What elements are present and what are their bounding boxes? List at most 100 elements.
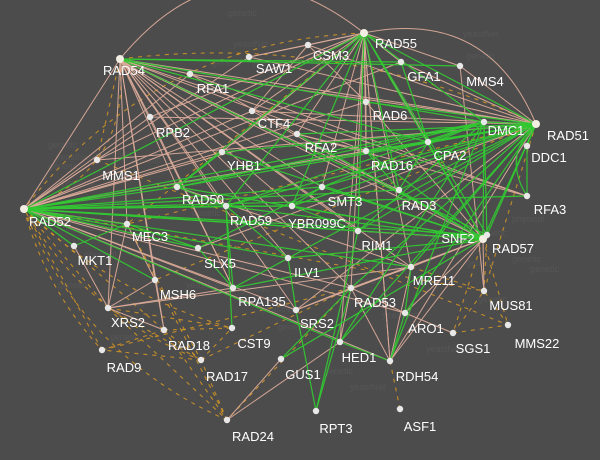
edge-physical bbox=[119, 58, 165, 331]
graph-node-rpb2[interactable] bbox=[146, 113, 154, 121]
graph-node-srs2[interactable] bbox=[292, 306, 300, 314]
edge-genetic bbox=[221, 151, 484, 240]
graph-node-yhb1[interactable] bbox=[218, 148, 226, 156]
edge-yeastnet bbox=[126, 123, 537, 225]
graph-node-smt3[interactable] bbox=[318, 183, 326, 191]
edge-genetic bbox=[280, 238, 484, 360]
edge-physical bbox=[149, 116, 234, 289]
graph-node-xrs2[interactable] bbox=[104, 304, 112, 312]
edge-physical bbox=[365, 101, 484, 240]
edge-physical bbox=[107, 223, 128, 309]
graph-node-mkt1[interactable] bbox=[70, 242, 78, 250]
graph-node-rad50[interactable] bbox=[173, 183, 181, 191]
edge-yeastnet bbox=[483, 234, 488, 292]
graph-node-rad51[interactable] bbox=[532, 120, 540, 128]
node-layer[interactable] bbox=[20, 29, 540, 424]
edge-physical bbox=[149, 32, 365, 118]
graph-node-msh6[interactable] bbox=[151, 276, 159, 284]
graph-node-cst9[interactable] bbox=[228, 324, 236, 332]
edge-yeastnet bbox=[96, 159, 509, 326]
graph-node-aro1[interactable] bbox=[401, 309, 409, 317]
edge-physical bbox=[23, 208, 352, 289]
edge-genetic bbox=[363, 32, 537, 125]
graph-node-mec3[interactable] bbox=[123, 220, 131, 228]
edge-physical bbox=[107, 287, 234, 309]
edge-physical bbox=[226, 358, 282, 421]
edge-genetic bbox=[404, 266, 412, 314]
graph-node-mms1[interactable] bbox=[93, 156, 101, 164]
edge-yeastnet bbox=[23, 208, 165, 331]
edge-physical bbox=[119, 58, 367, 152]
edge-genetic bbox=[315, 230, 359, 412]
graph-node-rad53[interactable] bbox=[347, 284, 355, 292]
edge-genetic bbox=[400, 61, 429, 143]
edge-physical bbox=[482, 238, 485, 292]
edge-genetic bbox=[291, 32, 365, 207]
graph-node-rad18[interactable] bbox=[160, 326, 168, 334]
graph-node-rad57[interactable] bbox=[483, 231, 491, 239]
graph-node-rad54[interactable] bbox=[116, 55, 124, 63]
graph-node-rad55[interactable] bbox=[360, 29, 368, 37]
edge-yeastnet bbox=[126, 32, 365, 225]
graph-node-rad24[interactable] bbox=[223, 416, 231, 424]
graph-node-ctf4[interactable] bbox=[248, 107, 256, 115]
edge-genetic bbox=[119, 58, 402, 63]
graph-node-cpa2[interactable] bbox=[424, 138, 432, 146]
graph-node-sgs1[interactable] bbox=[449, 329, 457, 337]
graph-node-ilv1[interactable] bbox=[284, 254, 292, 262]
edge-genetic bbox=[225, 32, 365, 207]
graph-node-rad17[interactable] bbox=[197, 356, 205, 364]
graph-node-saw1[interactable] bbox=[245, 53, 253, 61]
graph-node-hed1[interactable] bbox=[336, 338, 344, 346]
edge-physical bbox=[307, 44, 537, 125]
graph-node-rad52[interactable] bbox=[20, 205, 28, 213]
graph-node-rfa2[interactable] bbox=[293, 130, 301, 138]
edge-physical bbox=[321, 32, 365, 188]
graph-node-rfa1[interactable] bbox=[186, 70, 194, 78]
edge-genetic bbox=[232, 238, 484, 289]
graph-node-rad3[interactable] bbox=[395, 186, 403, 194]
graph-node-ybr099c[interactable] bbox=[288, 202, 296, 210]
edge-physical bbox=[119, 58, 528, 197]
graph-node-ddc1[interactable] bbox=[523, 142, 531, 150]
graph-node-rpt3[interactable] bbox=[312, 407, 320, 415]
edge-genetic bbox=[73, 223, 128, 247]
graph-node-rad59[interactable] bbox=[222, 202, 230, 210]
graph-node-mre11[interactable] bbox=[407, 263, 415, 271]
edge-physical bbox=[23, 110, 253, 210]
edge-yeastnet bbox=[23, 208, 109, 309]
edge-physical bbox=[459, 65, 537, 125]
graph-node-asf1[interactable] bbox=[396, 405, 404, 413]
graph-node-mms22[interactable] bbox=[504, 321, 512, 329]
edge-physical bbox=[363, 28, 537, 125]
edge-physical bbox=[404, 312, 454, 334]
graph-node-rim1[interactable] bbox=[354, 227, 362, 235]
graph-node-mms4[interactable] bbox=[456, 62, 464, 70]
edge-yeastnet bbox=[200, 327, 233, 361]
edge-genetic bbox=[23, 195, 528, 210]
edge-genetic bbox=[389, 312, 406, 362]
edge-yeastnet bbox=[23, 208, 233, 329]
graph-node-rad6[interactable] bbox=[362, 98, 370, 106]
edge-genetic bbox=[398, 141, 429, 191]
edge-physical bbox=[23, 116, 151, 210]
graph-node-gus1[interactable] bbox=[277, 355, 285, 363]
graph-node-slx5[interactable] bbox=[194, 244, 202, 252]
graph-node-rdh54[interactable] bbox=[386, 357, 394, 365]
edge-genetic bbox=[315, 287, 352, 412]
graph-node-mus81[interactable] bbox=[480, 287, 488, 295]
graph-node-dmc1[interactable] bbox=[480, 118, 488, 126]
edge-yeastnet bbox=[107, 307, 228, 421]
edge-genetic bbox=[23, 208, 488, 236]
graph-node-gfa1[interactable] bbox=[397, 58, 405, 66]
edge-physical bbox=[350, 287, 391, 362]
edge-physical bbox=[119, 58, 537, 125]
graph-node-rfa3[interactable] bbox=[523, 192, 531, 200]
graph-node-rad9[interactable] bbox=[98, 346, 106, 354]
graph-node-rad16[interactable] bbox=[362, 147, 370, 155]
graph-node-rpa135[interactable] bbox=[229, 284, 237, 292]
edge-genetic bbox=[398, 123, 537, 191]
graph-node-csm3[interactable] bbox=[304, 41, 312, 49]
